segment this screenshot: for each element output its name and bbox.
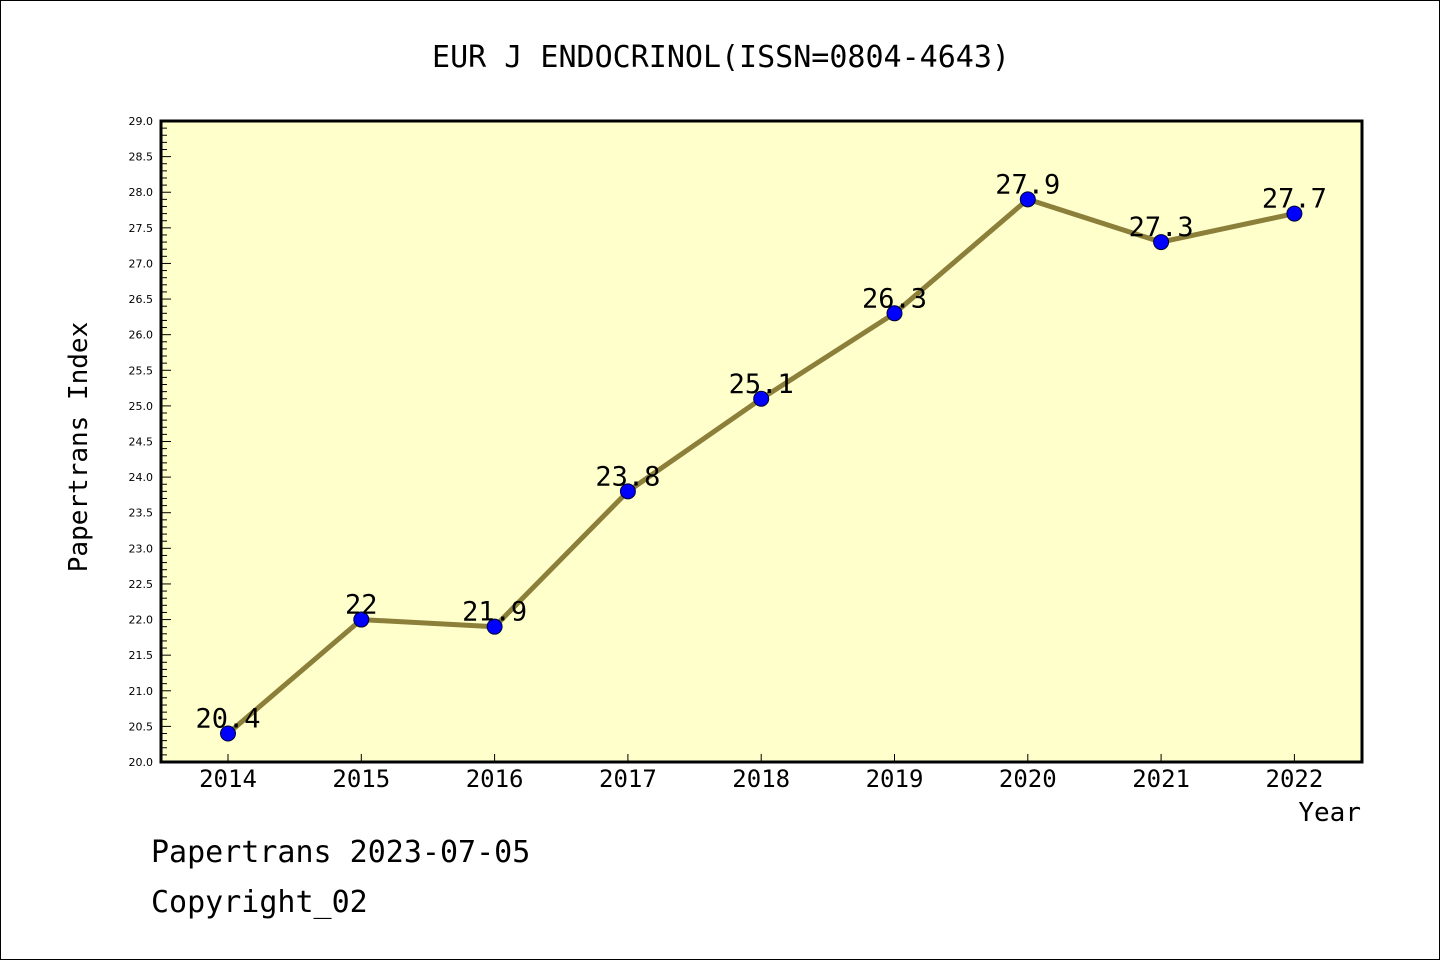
data-label: 26.3 (862, 283, 927, 314)
y-axis: 20.0 20.5 21.0 21.5 22.0 22.5 23.0 23.5 24.0 24.5… (129, 115, 171, 769)
y-tick-label: 24.5 (129, 436, 154, 449)
y-tick-label: 21.0 (129, 685, 154, 698)
y-tick-label: 25.0 (129, 400, 154, 413)
x-tick-label: 2017 (599, 765, 657, 793)
y-tick-label: 20.0 (129, 756, 154, 769)
data-label: 27.9 (995, 169, 1060, 200)
y-tick-label: 21.5 (129, 649, 154, 662)
chart-title: EUR J ENDOCRINOL(ISSN=0804-4643) (432, 40, 1010, 75)
x-tick-label: 2016 (466, 765, 524, 793)
y-tick-label: 29.0 (129, 115, 154, 128)
x-axis: 2014 2015 2016 2017 2018 2019 2020 2021 2022 (199, 754, 1323, 793)
y-tick-label: 23.0 (129, 542, 154, 555)
x-tick-label: 2015 (332, 765, 390, 793)
x-tick-label: 2020 (999, 765, 1057, 793)
data-labels: 20.4 22 21.9 23.8 25.1 26.3 27.9 27.3 27.7 (195, 169, 1326, 734)
x-tick-label: 2022 (1266, 765, 1324, 793)
plot-area (159, 119, 1364, 764)
x-tick-label: 2018 (732, 765, 790, 793)
data-label: 21.9 (462, 597, 527, 628)
data-point (619, 483, 636, 500)
y-tick-label: 25.5 (129, 364, 154, 377)
data-point (486, 618, 503, 635)
data-markers (220, 191, 1303, 742)
data-label: 20.4 (195, 704, 260, 735)
y-tick-label: 22.0 (129, 614, 154, 627)
y-tick-label: 28.0 (129, 186, 154, 199)
data-label: 23.8 (595, 461, 660, 492)
data-point (1153, 234, 1170, 251)
x-tick-label: 2021 (1132, 765, 1190, 793)
data-label: 27.3 (1129, 212, 1194, 243)
data-point (1019, 191, 1036, 208)
y-tick-label: 23.5 (129, 507, 154, 520)
data-label: 25.1 (729, 369, 794, 400)
y-tick-label: 27.5 (129, 222, 154, 235)
y-tick-label: 22.5 (129, 578, 154, 591)
x-axis-label: Year (1298, 798, 1361, 828)
data-point (1286, 205, 1303, 222)
y-tick-label: 26.0 (129, 329, 154, 342)
x-tick-label: 2014 (199, 765, 257, 793)
footer-date: Papertrans 2023-07-05 (151, 835, 531, 870)
data-label: 22 (345, 590, 378, 621)
y-axis-label: Papertrans Index (64, 322, 94, 572)
data-label: 27.7 (1262, 184, 1327, 215)
data-point (353, 611, 370, 628)
data-point (886, 305, 903, 322)
y-tick-label: 24.0 (129, 471, 154, 484)
data-point (753, 390, 770, 407)
x-tick-label: 2019 (866, 765, 924, 793)
footer-copyright: Copyright_02 (151, 885, 368, 920)
y-tick-label: 28.5 (129, 151, 154, 164)
y-tick-label: 20.5 (129, 720, 154, 733)
y-tick-label: 27.0 (129, 257, 154, 270)
data-point (220, 725, 236, 742)
y-tick-label: 26.5 (129, 293, 154, 306)
